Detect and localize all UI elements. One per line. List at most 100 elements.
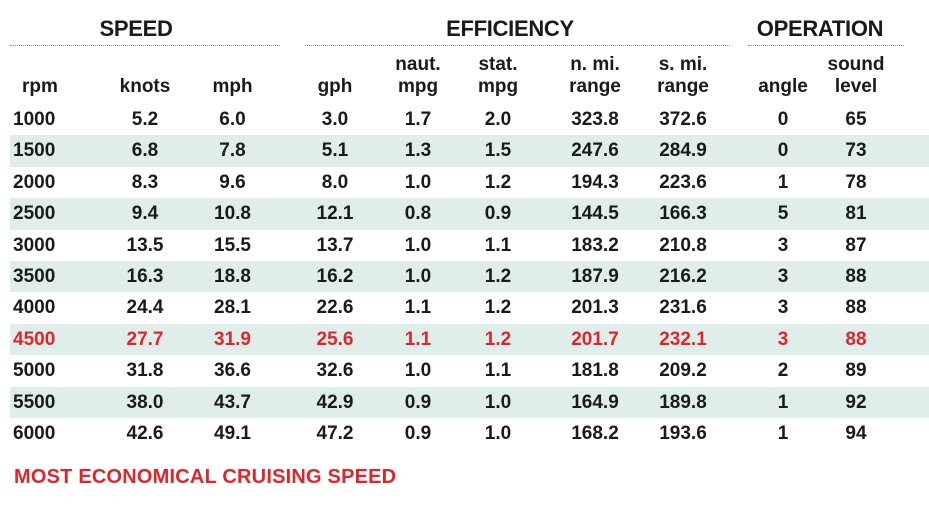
- cell-angle: 1: [777, 422, 789, 444]
- cell-stat-mpg: 1.2: [484, 265, 512, 287]
- cell-rpm: 2500: [13, 203, 56, 225]
- cell-knots: 16.3: [126, 265, 164, 287]
- cell-angle: 3: [777, 297, 789, 319]
- cell-angle: 3: [777, 328, 789, 350]
- cell-rpm: 1500: [13, 140, 56, 162]
- cell-angle: 1: [777, 391, 789, 413]
- table-row: 3000 13.5 15.5 13.7 1.0 1.1 183.2 210.8 3 87: [10, 230, 929, 261]
- cell-mph: 15.5: [214, 234, 251, 256]
- group-title-operation: OPERATION: [756, 16, 884, 41]
- column-header-line: stat.: [478, 54, 518, 75]
- table-row: 6000 42.6 49.1 47.2 0.9 1.0 168.2 193.6 1 94: [10, 418, 929, 449]
- cell-sound-level: 89: [845, 360, 867, 382]
- table-row: 1500 6.8 7.8 5.1 1.3 1.5 247.6 284.9 0 73: [10, 135, 929, 167]
- cell-stat-mpg: 1.2: [484, 297, 512, 319]
- cell-knots: 27.7: [126, 328, 164, 350]
- table-row: 5500 38.0 43.7 42.9 0.9 1.0 164.9 189.8 1 92: [10, 386, 929, 418]
- cell-knots: 8.3: [131, 171, 159, 193]
- cell-sound-level: 87: [845, 234, 867, 256]
- cell-nmi-range: 181.8: [571, 360, 619, 382]
- column-header-sound-level: sound level: [825, 50, 887, 98]
- table-row: 2000 8.3 9.6 8.0 1.0 1.2 194.3 223.6 1 78: [10, 167, 929, 198]
- cell-mph: 18.8: [214, 265, 251, 287]
- cell-angle: 5: [777, 203, 789, 225]
- cell-nmi-range: 323.8: [571, 109, 619, 130]
- cell-sound-level: 65: [845, 109, 867, 130]
- cell-smi-range: 209.2: [659, 360, 707, 382]
- cell-knots: 31.8: [126, 360, 164, 382]
- cell-gph: 32.6: [316, 360, 354, 382]
- column-header-line: mph: [212, 76, 253, 97]
- cell-smi-range: 193.6: [659, 422, 707, 444]
- cell-smi-range: 166.3: [659, 203, 707, 225]
- cell-mph: 36.6: [214, 360, 251, 382]
- column-header-stat-mpg: stat. mpg: [465, 50, 531, 98]
- cell-mph: 10.8: [214, 203, 251, 225]
- cell-mph: 7.8: [219, 140, 246, 162]
- cell-gph: 5.1: [321, 140, 349, 162]
- cell-rpm: 5000: [13, 360, 56, 382]
- cell-smi-range: 189.8: [659, 391, 707, 413]
- column-header-line: range: [657, 76, 709, 97]
- cell-mph: 9.6: [219, 171, 246, 193]
- footnote-economical-speed: MOST ECONOMICAL CRUISING SPEED: [14, 466, 397, 488]
- cell-knots: 13.5: [126, 234, 164, 256]
- cell-sound-level: 88: [845, 297, 867, 319]
- table-row: 3500 16.3 18.8 16.2 1.0 1.2 187.9 216.2 3 88: [10, 260, 929, 293]
- column-header-line: sound: [827, 54, 885, 75]
- cell-stat-mpg: 2.0: [484, 109, 512, 130]
- column-header-nmi-range: n. mi. range: [560, 50, 630, 98]
- cell-nmi-range: 168.2: [571, 422, 619, 444]
- cell-nmi-range: 187.9: [571, 265, 619, 287]
- table-row: 5000 31.8 36.6 32.6 1.0 1.1 181.8 209.2 2 89: [10, 355, 929, 386]
- cell-stat-mpg: 1.0: [484, 422, 512, 444]
- cell-smi-range: 232.1: [659, 328, 707, 350]
- column-header-line: knots: [119, 76, 171, 97]
- cell-gph: 42.9: [316, 391, 354, 413]
- cell-naut-mpg: 1.0: [404, 234, 432, 256]
- cell-sound-level: 88: [845, 328, 867, 350]
- cell-stat-mpg: 1.1: [484, 360, 512, 382]
- cell-stat-mpg: 1.1: [484, 234, 512, 256]
- cell-angle: 3: [777, 265, 789, 287]
- column-header-line: range: [569, 76, 621, 97]
- cell-naut-mpg: 1.3: [404, 140, 432, 162]
- cell-gph: 25.6: [316, 328, 354, 350]
- cell-stat-mpg: 1.2: [484, 171, 512, 193]
- cell-smi-range: 284.9: [659, 140, 707, 162]
- cell-gph: 8.0: [321, 171, 349, 193]
- cell-knots: 42.6: [126, 422, 164, 444]
- cell-nmi-range: 201.3: [571, 297, 619, 319]
- table-row: 4000 24.4 28.1 22.6 1.1 1.2 201.3 231.6 3 88: [10, 292, 929, 323]
- column-header-line: naut.: [395, 54, 441, 75]
- cell-naut-mpg: 0.9: [404, 422, 432, 444]
- group-title-speed: SPEED: [99, 16, 173, 41]
- cell-angle: 2: [777, 360, 789, 382]
- cell-sound-level: 88: [845, 265, 867, 287]
- cell-rpm: 2000: [13, 171, 56, 193]
- cell-smi-range: 231.6: [659, 297, 707, 319]
- cell-naut-mpg: 0.8: [404, 203, 432, 225]
- column-header-line: angle: [758, 76, 808, 97]
- cell-knots: 9.4: [131, 203, 159, 225]
- cell-rpm: 4500: [13, 328, 56, 350]
- column-header-angle: angle: [748, 50, 818, 98]
- cell-smi-range: 223.6: [659, 171, 707, 193]
- cell-nmi-range: 144.5: [571, 203, 619, 225]
- column-header-smi-range: s. mi. range: [648, 50, 718, 98]
- cell-angle: 0: [777, 140, 789, 162]
- cell-rpm: 5500: [13, 391, 56, 413]
- group-divider-operation: [748, 45, 904, 46]
- cell-gph: 3.0: [321, 109, 349, 130]
- cell-mph: 28.1: [214, 297, 251, 319]
- cell-nmi-range: 194.3: [571, 171, 619, 193]
- cell-angle: 1: [777, 171, 789, 193]
- cell-rpm: 3000: [13, 234, 56, 256]
- cell-nmi-range: 247.6: [571, 140, 619, 162]
- cell-mph: 49.1: [214, 422, 251, 444]
- cell-rpm: 1000: [13, 109, 56, 130]
- group-title-efficiency: EFFICIENCY: [446, 16, 574, 41]
- cell-stat-mpg: 1.2: [484, 328, 512, 350]
- cell-angle: 3: [777, 234, 789, 256]
- cell-smi-range: 372.6: [659, 109, 707, 130]
